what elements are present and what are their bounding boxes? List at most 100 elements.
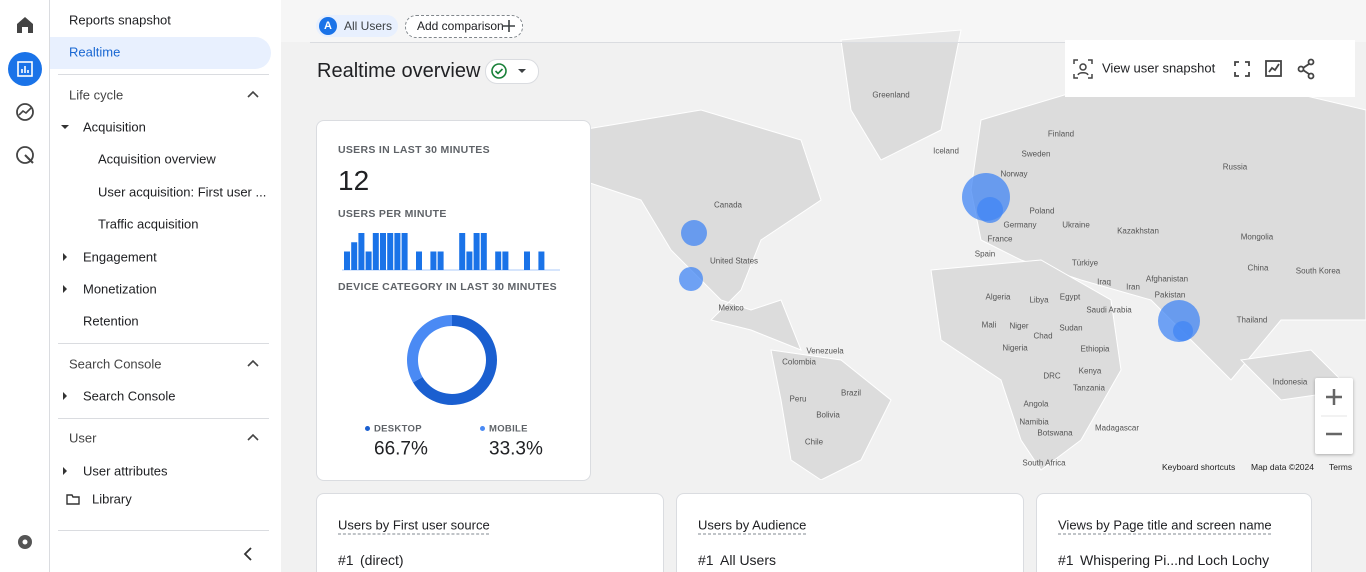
nav-item[interactable]: Realtime bbox=[69, 44, 121, 60]
map-label: Iceland bbox=[933, 146, 959, 156]
nav-item[interactable]: Traffic acquisition bbox=[98, 216, 199, 232]
map-label: Ukraine bbox=[1062, 220, 1090, 230]
legend-value: 33.3% bbox=[489, 438, 543, 460]
per-minute-label: USERS PER MINUTE bbox=[338, 207, 447, 220]
nav-item[interactable]: Acquisition bbox=[83, 119, 146, 135]
plus-icon bbox=[503, 20, 515, 32]
caret bbox=[61, 125, 69, 129]
map-label: Algeria bbox=[985, 292, 1011, 302]
sidebar bbox=[50, 0, 281, 572]
device-chart bbox=[406, 315, 497, 405]
legend-dot bbox=[365, 426, 370, 431]
map-label: Colombia bbox=[782, 357, 816, 367]
map-footer-text: Map data ©2024 bbox=[1251, 461, 1314, 472]
map-label: Botswana bbox=[1037, 428, 1073, 438]
bar bbox=[473, 233, 480, 270]
realtime-card bbox=[316, 120, 591, 481]
snapshot-button[interactable]: View user snapshot bbox=[1102, 60, 1216, 76]
map-label: Norway bbox=[1000, 169, 1028, 179]
collapse-icon[interactable] bbox=[240, 545, 256, 563]
map-label: Bolivia bbox=[816, 410, 840, 420]
card-title[interactable]: Views by Page title and screen name bbox=[1058, 517, 1272, 533]
map-label: Venezuela bbox=[806, 346, 844, 356]
nav-item[interactable]: Library bbox=[92, 491, 132, 507]
map-label: Iraq bbox=[1097, 277, 1111, 287]
card-title[interactable]: Users by Audience bbox=[698, 517, 807, 533]
nav-icon bbox=[63, 253, 67, 261]
bar bbox=[380, 233, 386, 270]
per-minute-chart bbox=[342, 233, 560, 271]
caret bbox=[63, 467, 67, 475]
snapshot-icon bbox=[1073, 59, 1093, 79]
nav-item[interactable]: User acquisition: First user ... bbox=[98, 184, 267, 200]
active-highlight bbox=[50, 37, 271, 69]
map-label: DRC bbox=[1043, 371, 1061, 381]
nav-item[interactable]: Search Console bbox=[69, 356, 162, 372]
nav-item[interactable]: Life cycle bbox=[69, 87, 124, 103]
nav-item[interactable]: Retention bbox=[83, 313, 139, 329]
nav-item[interactable]: Search Console bbox=[83, 388, 176, 404]
map-label: Pakistan bbox=[1154, 290, 1186, 300]
nav-icon bbox=[61, 125, 69, 129]
legend-name: DESKTOP bbox=[374, 423, 422, 435]
folder bbox=[66, 494, 80, 505]
map-label: Kenya bbox=[1078, 366, 1102, 376]
page-title: Realtime overview bbox=[317, 60, 481, 82]
nav-item[interactable]: Reports snapshot bbox=[69, 12, 171, 28]
chevron bbox=[247, 433, 259, 441]
comparison-badge: A bbox=[319, 17, 337, 35]
add-comparison[interactable] bbox=[405, 15, 523, 38]
toolbar bbox=[1065, 40, 1355, 97]
comparison-chip[interactable] bbox=[316, 15, 398, 37]
map-label: Türkiye bbox=[1071, 258, 1099, 268]
card-title[interactable]: Users by First user source bbox=[338, 517, 490, 533]
legend-dot bbox=[480, 426, 485, 431]
nav-item[interactable]: Acquisition overview bbox=[98, 151, 216, 167]
map-label: Poland bbox=[1029, 206, 1055, 216]
caret bbox=[63, 285, 67, 293]
map-label: Mexico bbox=[718, 303, 744, 313]
chevron bbox=[247, 90, 259, 98]
map-label: Niger bbox=[1009, 321, 1029, 331]
map-label: Angola bbox=[1023, 399, 1049, 409]
nav-item[interactable]: Monetization bbox=[83, 281, 157, 297]
nav-item[interactable]: Engagement bbox=[83, 249, 157, 265]
map-label: Thailand bbox=[1236, 315, 1268, 325]
map-label: Kazakhstan bbox=[1117, 226, 1159, 236]
caret bbox=[63, 253, 67, 261]
map-footer-text: Keyboard shortcuts bbox=[1162, 461, 1236, 472]
map-label: Madagascar bbox=[1094, 423, 1140, 433]
legend-name: MOBILE bbox=[489, 423, 528, 435]
map-label: Tanzania bbox=[1072, 383, 1106, 393]
chevron bbox=[247, 359, 259, 367]
map-label: Canada bbox=[713, 200, 743, 210]
legend-value: 66.7% bbox=[374, 438, 428, 460]
users-value: 12 bbox=[338, 165, 370, 196]
divider bbox=[310, 42, 1325, 43]
nav-icon bbox=[63, 285, 67, 293]
comparison-label: All Users bbox=[344, 19, 393, 33]
rail-icons bbox=[8, 17, 42, 549]
map-label: Peru bbox=[789, 394, 807, 404]
nav-item[interactable]: User attributes bbox=[83, 463, 168, 479]
map-footer-text: Terms bbox=[1329, 461, 1353, 472]
map-label: Mali bbox=[981, 320, 997, 330]
card-item: All Users bbox=[720, 552, 777, 568]
bar bbox=[437, 251, 444, 270]
nav-icon bbox=[247, 90, 259, 98]
zoom-icons bbox=[1321, 389, 1347, 436]
report-card bbox=[1036, 493, 1312, 572]
device-label: DEVICE CATEGORY IN LAST 30 MINUTES bbox=[338, 280, 557, 293]
map-label: Finland bbox=[1047, 129, 1075, 139]
bar bbox=[344, 251, 350, 270]
bar bbox=[416, 251, 422, 270]
status-chip[interactable] bbox=[485, 59, 539, 84]
add-comparison-label: Add comparison bbox=[417, 19, 504, 33]
nav-icon bbox=[247, 359, 259, 367]
users-label: USERS IN LAST 30 MINUTES bbox=[338, 143, 490, 156]
nav-item[interactable]: User bbox=[69, 430, 97, 446]
map-label: China bbox=[1247, 263, 1269, 273]
nav-divider bbox=[58, 418, 269, 419]
bar bbox=[495, 251, 502, 270]
map-label: Saudi Arabia bbox=[1086, 305, 1132, 315]
